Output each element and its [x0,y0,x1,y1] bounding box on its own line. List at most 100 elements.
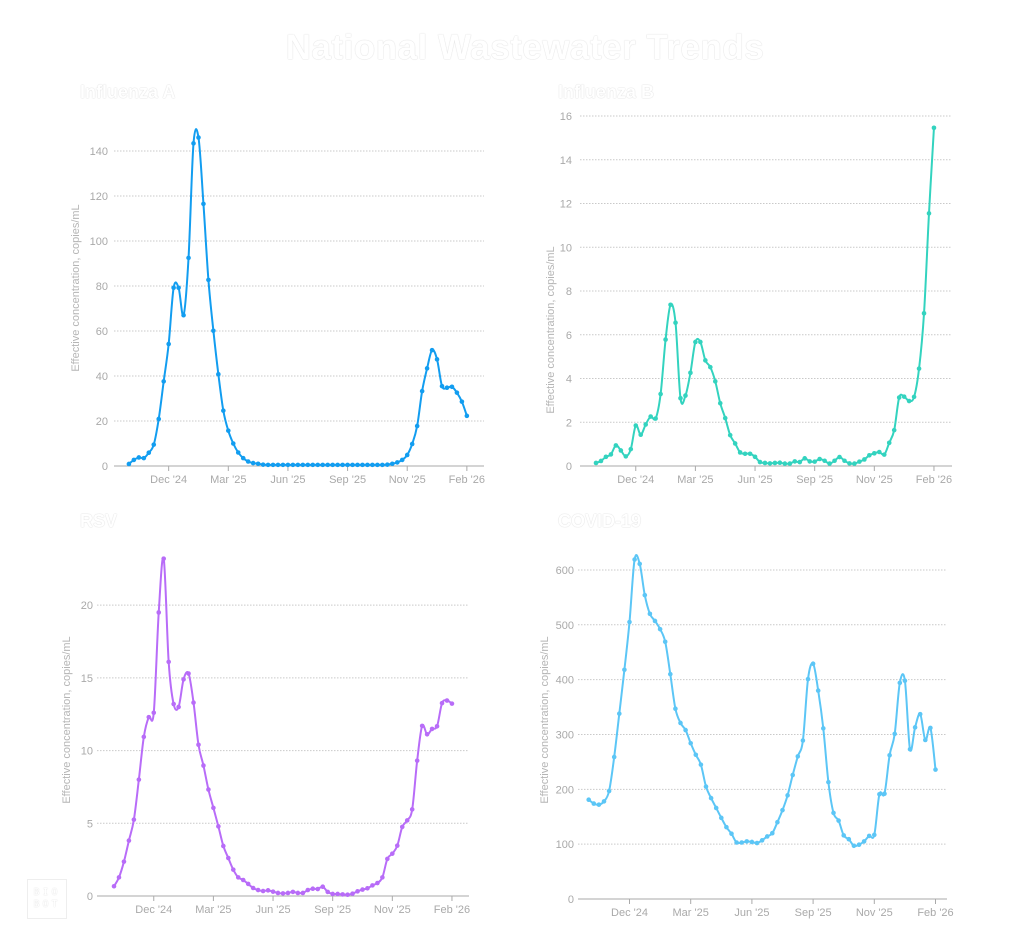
data-point[interactable] [240,455,246,461]
data-point[interactable] [713,805,719,811]
data-point[interactable] [390,851,395,856]
data-point[interactable] [921,311,927,316]
data-point[interactable] [131,817,137,822]
data-point[interactable] [772,460,778,466]
data-point[interactable] [255,887,261,893]
data-point[interactable] [836,818,841,823]
data-point[interactable] [688,370,693,376]
data-point[interactable] [797,459,803,465]
data-point[interactable] [385,462,390,467]
data-point[interactable] [872,451,877,456]
data-point[interactable] [206,277,211,283]
data-point[interactable] [196,742,201,748]
data-point[interactable] [596,802,602,807]
data-point[interactable] [931,125,937,131]
data-point[interactable] [826,779,831,785]
data-point[interactable] [846,836,852,842]
data-point[interactable] [831,810,836,816]
data-point[interactable] [608,452,614,457]
data-point[interactable] [126,838,132,843]
data-point[interactable] [703,358,708,363]
data-point[interactable] [186,255,191,261]
data-point[interactable] [250,460,256,466]
data-point[interactable] [642,592,648,598]
data-point[interactable] [759,838,765,843]
data-point[interactable] [638,432,644,438]
data-point[interactable] [380,462,385,468]
data-point[interactable] [275,462,281,468]
data-point[interactable] [882,791,887,796]
data-point[interactable] [749,839,755,845]
data-point[interactable] [394,460,400,465]
data-point[interactable] [305,462,311,468]
data-point[interactable] [221,843,226,849]
data-point[interactable] [785,793,790,798]
data-point[interactable] [136,777,142,782]
data-point[interactable] [658,391,663,397]
data-point[interactable] [892,731,897,737]
data-point[interactable] [141,734,147,740]
data-point[interactable] [260,888,266,894]
data-point[interactable] [822,458,827,464]
data-point[interactable] [449,384,455,390]
data-point[interactable] [617,711,622,716]
data-point[interactable] [933,767,938,772]
data-point[interactable] [330,891,335,897]
data-point[interactable] [727,432,733,438]
data-point[interactable] [300,462,306,468]
data-point[interactable] [867,452,872,458]
data-point[interactable] [166,341,171,347]
data-point[interactable] [591,801,597,806]
data-point[interactable] [295,462,301,468]
data-point[interactable] [606,788,612,794]
data-point[interactable] [434,357,440,362]
data-point[interactable] [762,460,768,466]
data-point[interactable] [419,723,425,729]
data-point[interactable] [857,459,862,464]
data-point[interactable] [678,720,683,726]
data-point[interactable] [633,423,639,428]
data-point[interactable] [370,462,375,468]
data-point[interactable] [216,824,221,829]
data-point[interactable] [787,461,793,466]
data-point[interactable] [404,452,410,458]
data-point[interactable] [141,455,147,461]
data-point[interactable] [800,738,806,743]
data-point[interactable] [404,818,410,823]
data-point[interactable] [877,791,882,797]
data-point[interactable] [767,461,773,466]
data-point[interactable] [916,366,922,371]
data-point[interactable] [434,723,440,729]
data-point[interactable] [211,328,216,334]
data-point[interactable] [320,884,326,889]
data-point[interactable] [380,875,385,880]
data-point[interactable] [887,753,892,758]
data-point[interactable] [729,831,734,837]
data-point[interactable] [394,843,400,848]
data-point[interactable] [330,462,335,468]
data-point[interactable] [708,364,713,370]
data-point[interactable] [111,883,117,889]
data-point[interactable] [454,390,460,395]
data-point[interactable] [852,461,857,466]
data-point[interactable] [742,451,748,457]
data-point[interactable] [622,667,627,673]
data-point[interactable] [171,285,176,291]
data-point[interactable] [627,619,632,625]
data-point[interactable] [795,754,801,759]
data-point[interactable] [708,795,714,801]
data-point[interactable] [926,211,932,216]
data-point[interactable] [812,459,817,464]
data-point[interactable] [340,462,345,468]
data-point[interactable] [459,399,465,404]
data-point[interactable] [906,398,912,404]
data-point[interactable] [593,460,599,466]
data-point[interactable] [310,462,316,468]
data-point[interactable] [777,460,783,466]
data-point[interactable] [245,881,251,887]
data-point[interactable] [881,452,887,457]
data-point[interactable] [156,416,162,422]
data-point[interactable] [901,394,907,399]
data-point[interactable] [923,737,928,743]
data-point[interactable] [240,877,246,883]
